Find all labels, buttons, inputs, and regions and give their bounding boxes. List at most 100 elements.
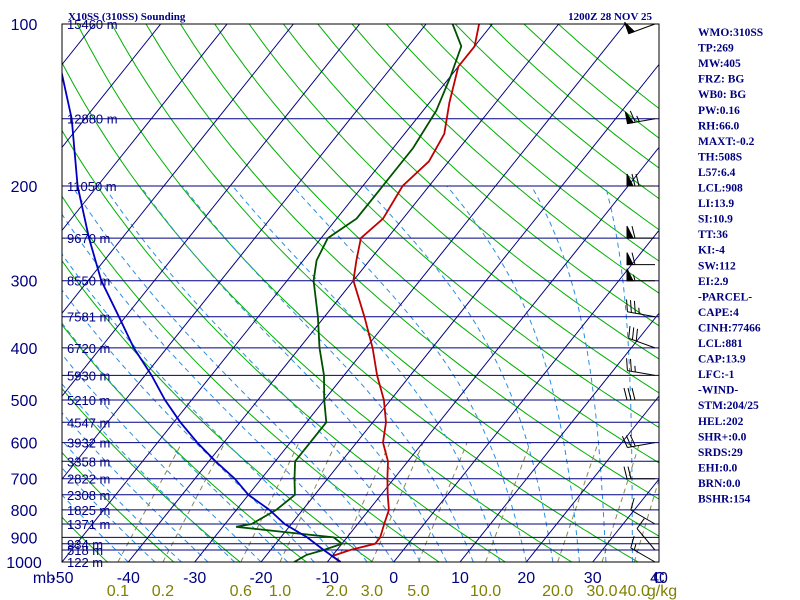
pressure-label: 200 xyxy=(11,179,38,196)
dry-adiabat xyxy=(0,24,53,573)
mixing-ratio-label: 0.6 xyxy=(230,583,252,600)
height-label: 4547 m xyxy=(67,415,110,430)
temperature-tick-label: -20 xyxy=(249,570,272,587)
dry-adiabat xyxy=(62,195,440,562)
height-label: 2822 m xyxy=(67,472,110,487)
mixing-ratio-label: 30.0 xyxy=(586,583,617,600)
height-label: 3932 m xyxy=(67,436,110,451)
moist-adiabat xyxy=(62,467,156,562)
mixing-ratio-label: 1.0 xyxy=(269,583,291,600)
temperature-tick-label: 0 xyxy=(389,570,398,587)
plot-area xyxy=(62,24,659,562)
mixing-ratio-line xyxy=(371,442,424,562)
temperature-tick-label: 30 xyxy=(584,570,602,587)
moist-adiabat xyxy=(62,383,235,562)
pressure-label: 600 xyxy=(11,436,38,453)
dry-adiabat xyxy=(351,24,659,294)
wind-barb xyxy=(626,173,655,187)
moist-adiabat xyxy=(62,439,182,562)
height-label: 12880 m xyxy=(67,112,118,127)
dry-adiabat xyxy=(62,516,109,562)
pressure-label: 500 xyxy=(11,393,38,410)
dry-adiabat xyxy=(145,24,659,500)
mixing-ratio-label: 0.1 xyxy=(107,583,129,600)
parcel-profile xyxy=(62,70,342,562)
temperature-tick-label: -30 xyxy=(183,570,206,587)
dry-adiabat xyxy=(214,24,659,429)
isotherm xyxy=(393,229,659,562)
mixing-ratio-line xyxy=(279,442,337,562)
wind-barb xyxy=(626,299,656,318)
pressure-label: 300 xyxy=(11,274,38,291)
wind-barb xyxy=(630,535,656,563)
pressure-label: 400 xyxy=(11,341,38,358)
isotherm xyxy=(127,24,560,562)
dry-adiabat xyxy=(76,24,640,562)
isotherm xyxy=(62,24,162,149)
mixing-ratio-line xyxy=(162,442,226,562)
isotherm xyxy=(658,561,659,562)
height-label: 2308 m xyxy=(67,488,110,503)
plot-frame xyxy=(61,23,660,563)
isotherm xyxy=(62,24,294,315)
isotherm xyxy=(194,24,626,562)
height-label: 8550 m xyxy=(67,274,110,289)
temperature-tick-label: -40 xyxy=(117,570,140,587)
wind-barb xyxy=(623,387,655,401)
pressure-unit-label: mb xyxy=(33,570,55,587)
height-label: 9670 m xyxy=(67,231,110,246)
dry-adiabat xyxy=(62,259,374,562)
temperature-tick-label: 40 xyxy=(650,570,668,587)
dry-adiabat xyxy=(283,24,659,360)
temperature-profile xyxy=(330,24,480,562)
mixing-ratio-label: 40.0 xyxy=(619,583,650,600)
header-time: 1200Z 28 NOV 25 xyxy=(568,11,652,23)
isotherm xyxy=(459,312,659,562)
wind-barb xyxy=(636,518,656,551)
height-label: 5210 m xyxy=(67,393,110,408)
dry-adiabat xyxy=(248,24,659,394)
dry-adiabat xyxy=(62,129,507,562)
pressure-label: 700 xyxy=(11,472,38,489)
isotherm xyxy=(725,24,800,562)
wind-barb xyxy=(626,268,655,282)
moist-adiabat xyxy=(103,185,421,562)
mixing-ratio-label: 5.0 xyxy=(407,583,429,600)
dry-adiabat xyxy=(62,387,241,562)
height-label: 11050 m xyxy=(67,179,117,194)
height-label: 5930 m xyxy=(67,368,110,383)
temperature-tick-label: -10 xyxy=(316,570,339,587)
moist-adiabat xyxy=(62,353,262,562)
wind-barb xyxy=(621,434,656,448)
wind-barb xyxy=(630,497,656,525)
moist-adiabat xyxy=(62,289,315,562)
wind-barb xyxy=(628,325,656,349)
moist-adiabat xyxy=(292,185,527,562)
dry-adiabat xyxy=(179,24,659,464)
dry-adiabat xyxy=(317,24,659,327)
dry-adiabat xyxy=(386,24,659,262)
moist-adiabat xyxy=(62,494,129,562)
mixing-ratio-line xyxy=(117,442,183,562)
temperature-tick-label: 10 xyxy=(451,570,469,587)
wind-barb xyxy=(626,358,656,376)
height-label: 6720 m xyxy=(67,341,110,356)
mixing-ratio-line xyxy=(633,477,659,562)
mixing-ratio-label: 10.0 xyxy=(470,583,501,600)
wind-barb xyxy=(626,252,655,266)
mixing-ratio-label: 20.0 xyxy=(542,583,573,600)
temperature-unit-label: C xyxy=(653,570,665,587)
mixing-ratio-line xyxy=(417,442,468,562)
pressure-label: 800 xyxy=(11,503,38,520)
temperature-tick-label: 20 xyxy=(517,570,535,587)
isotherm xyxy=(62,24,228,232)
isotherm xyxy=(62,24,427,480)
moist-adiabat xyxy=(363,185,554,562)
wind-barb xyxy=(626,225,655,239)
dry-adiabat xyxy=(62,451,175,562)
mixing-ratio-line xyxy=(557,442,599,562)
height-label: 1825 m xyxy=(67,503,110,518)
isotherm xyxy=(62,24,493,562)
